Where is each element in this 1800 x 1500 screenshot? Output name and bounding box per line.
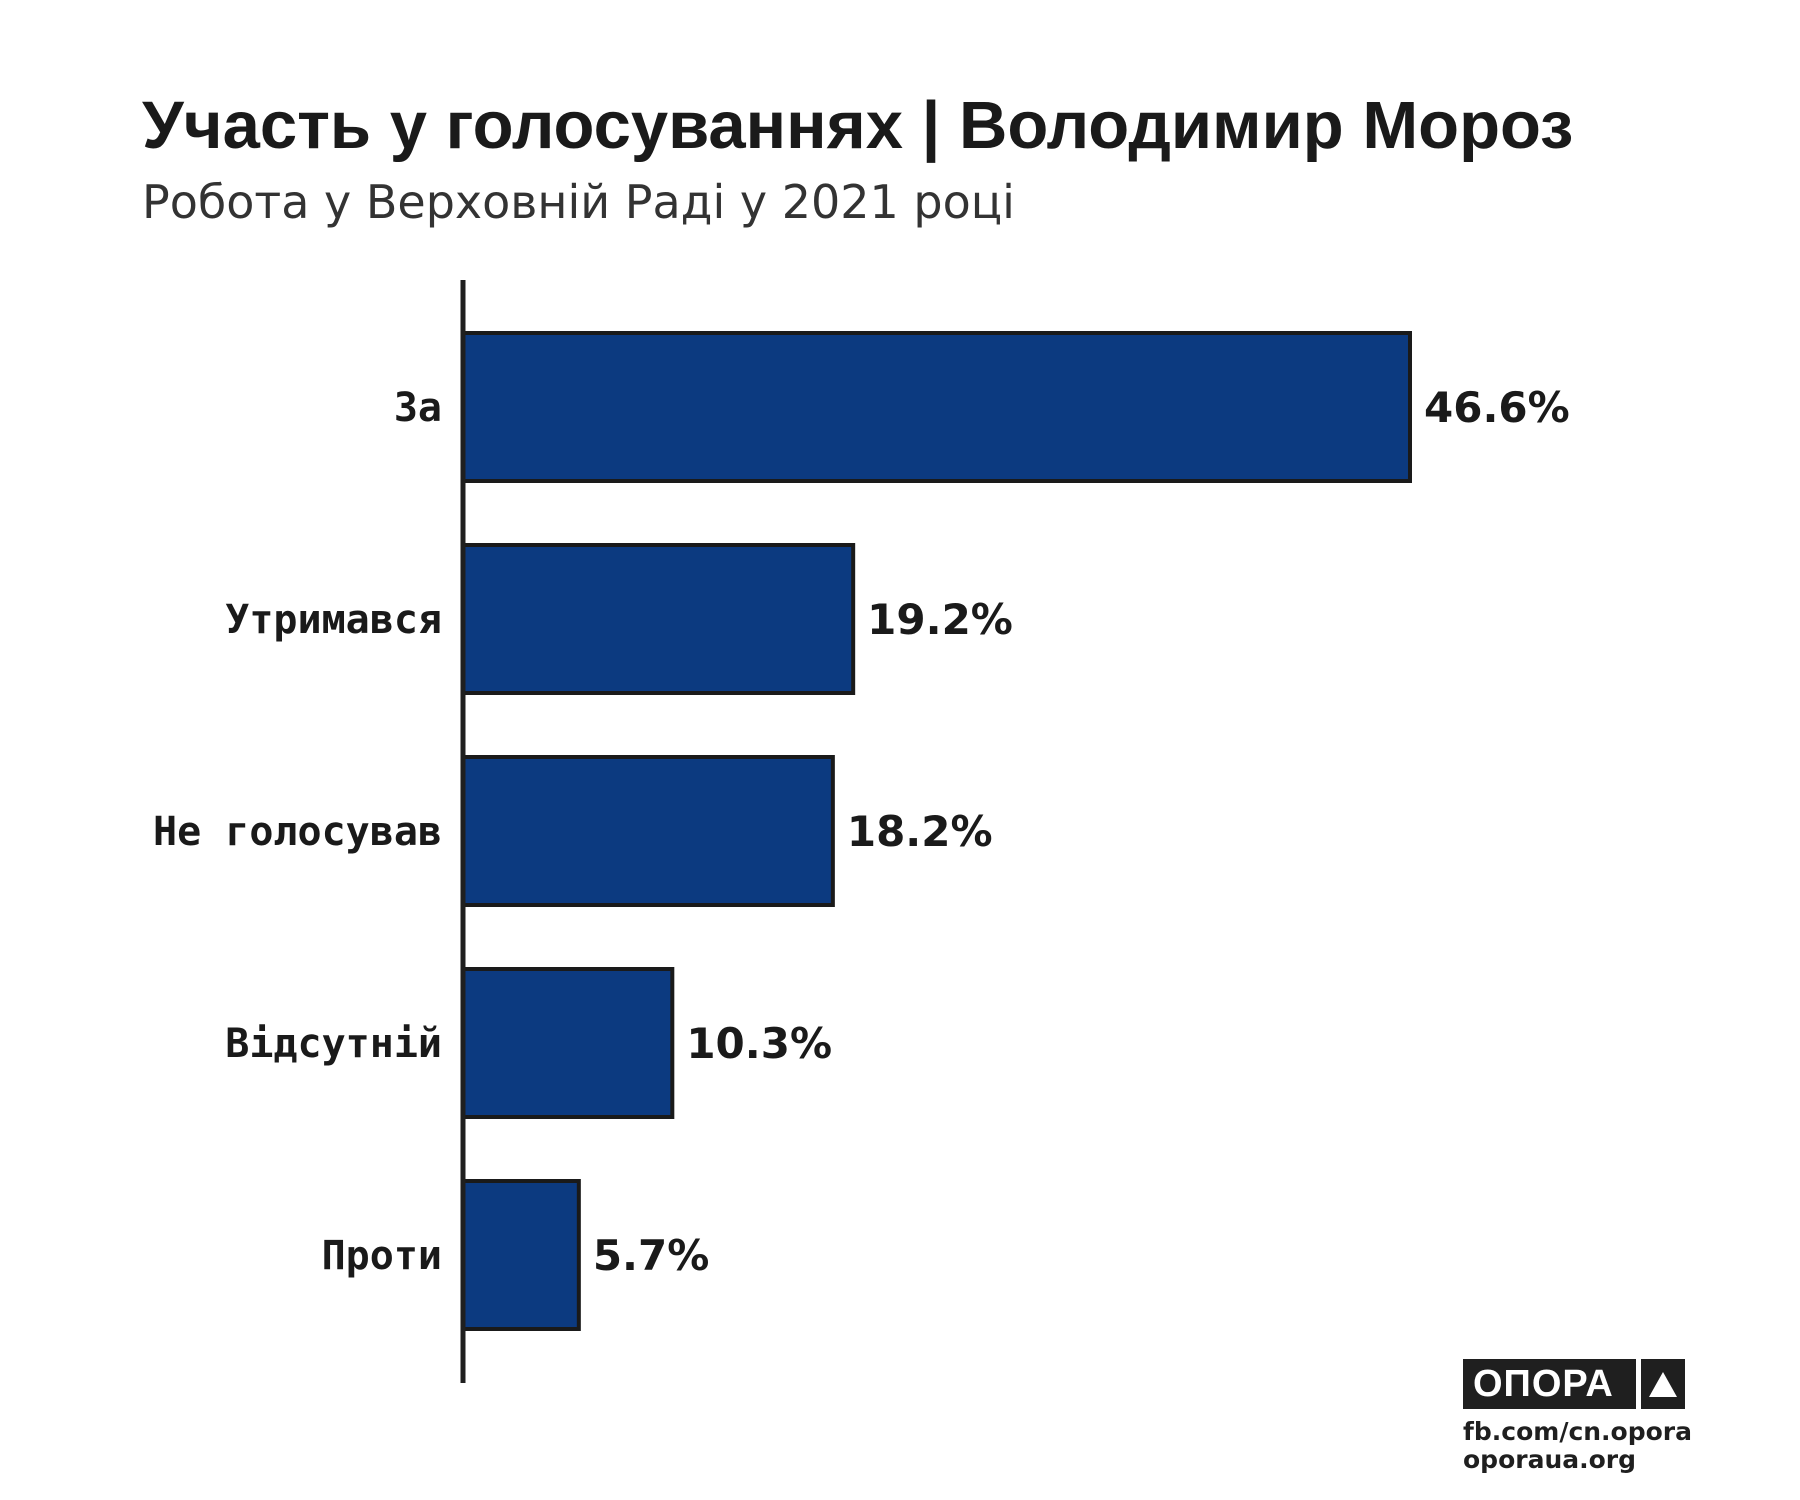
source-facebook: fb.com/cn.opora bbox=[1463, 1417, 1693, 1446]
source-website: oporaua.org bbox=[1463, 1445, 1637, 1474]
bar bbox=[461, 543, 856, 695]
bar bbox=[461, 1179, 581, 1331]
value-label: 19.2% bbox=[867, 595, 1013, 644]
category-label: Не голосував bbox=[153, 809, 442, 855]
category-label: Утримався bbox=[225, 597, 442, 643]
logo-text: ОПОРА bbox=[1473, 1363, 1614, 1405]
logo-divider bbox=[1636, 1359, 1641, 1409]
value-labels-group: 46.6% 19.2% 18.2% 10.3% 5.7% bbox=[593, 383, 1570, 1280]
bars-group bbox=[461, 331, 1412, 1331]
bar bbox=[461, 755, 835, 907]
chart-title: Участь у голосуваннях | Володимир Мороз bbox=[142, 88, 1574, 163]
bar bbox=[461, 967, 675, 1119]
triangle-icon bbox=[1649, 1372, 1677, 1397]
chart-subtitle: Робота у Верховній Раді у 2021 році bbox=[142, 175, 1015, 229]
opora-logo: ОПОРА bbox=[1463, 1359, 1685, 1409]
bar bbox=[461, 331, 1412, 483]
category-labels-group: За Утримався Не голосував Відсутній Проти bbox=[153, 385, 442, 1279]
value-label: 5.7% bbox=[593, 1231, 709, 1280]
value-label: 10.3% bbox=[686, 1019, 832, 1068]
category-label: Проти bbox=[322, 1233, 442, 1279]
value-label: 18.2% bbox=[847, 807, 993, 856]
value-label: 46.6% bbox=[1424, 383, 1570, 432]
category-label: Відсутній bbox=[225, 1021, 442, 1067]
category-label: За bbox=[394, 385, 442, 431]
